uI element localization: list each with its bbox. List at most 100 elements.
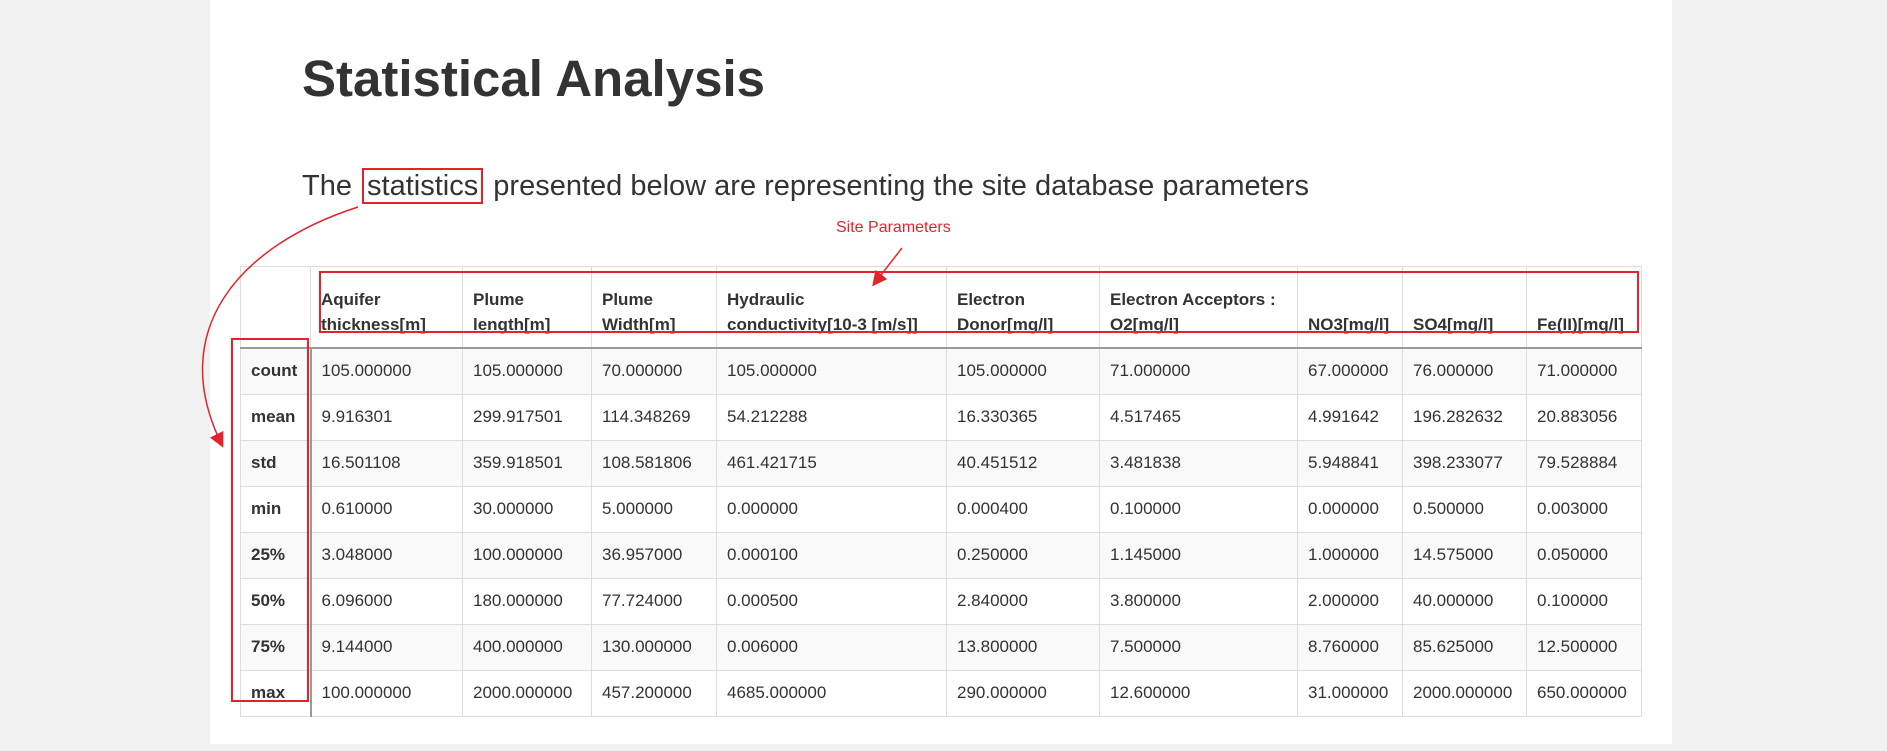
table-cell: 54.212288	[716, 393, 947, 441]
table-row: std 16.501108 359.918501 108.581806 461.4217…	[240, 439, 1642, 487]
table-row-label: 50%	[240, 577, 312, 625]
table-cell: 4.517465	[1099, 393, 1298, 441]
table-cell: 180.000000	[462, 577, 592, 625]
table-cell: 105.000000	[946, 347, 1100, 395]
table-cell: 0.003000	[1526, 485, 1642, 533]
table-header-cell: Plume length[m]	[462, 266, 592, 349]
table-cell: 6.096000	[310, 577, 463, 625]
table-cell: 2000.000000	[462, 669, 592, 717]
table-cell: 77.724000	[591, 577, 717, 625]
table-header-cell: Plume Width[m]	[591, 266, 717, 349]
table-cell: 0.000400	[946, 485, 1100, 533]
table-cell: 8.760000	[1297, 623, 1403, 671]
table-cell: 2000.000000	[1402, 669, 1527, 717]
table-cell: 114.348269	[591, 393, 717, 441]
intro-text: The statistics presented below are repre…	[302, 166, 1309, 206]
table-header-index	[240, 266, 311, 349]
table-header-cell: NO3[mg/l]	[1297, 266, 1403, 349]
table-cell: 457.200000	[591, 669, 717, 717]
table-cell: 299.917501	[462, 393, 592, 441]
table-row-label: 75%	[240, 623, 312, 671]
table-header-cell: Electron Donor[mg/l]	[946, 266, 1100, 349]
table-row: count 105.000000 105.000000 70.000000 105.00…	[240, 347, 1642, 395]
table-cell: 290.000000	[946, 669, 1100, 717]
table-cell: 0.000500	[716, 577, 947, 625]
table-header-row: Aquifer thickness[m] Plume length[m] Plume…	[240, 266, 1642, 349]
table-cell: 71.000000	[1526, 347, 1642, 395]
table-header-cell: SO4[mg/l]	[1402, 266, 1527, 349]
table-cell: 105.000000	[310, 347, 463, 395]
table-cell: 359.918501	[462, 439, 592, 487]
table-cell: 2.840000	[946, 577, 1100, 625]
table-header-cell: Hydraulic conductivity[10-3 [m/s]]	[716, 266, 947, 349]
table-cell: 3.481838	[1099, 439, 1298, 487]
table-header-cell: Aquifer thickness[m]	[310, 266, 463, 349]
table-cell: 71.000000	[1099, 347, 1298, 395]
table-cell: 196.282632	[1402, 393, 1527, 441]
table-cell: 12.600000	[1099, 669, 1298, 717]
table-cell: 16.501108	[310, 439, 463, 487]
table-cell: 105.000000	[716, 347, 947, 395]
table-cell: 650.000000	[1526, 669, 1642, 717]
table-row: 75% 9.144000 400.000000 130.000000 0.006000 1…	[240, 623, 1642, 671]
table-cell: 0.000000	[1297, 485, 1403, 533]
table-cell: 3.048000	[310, 531, 463, 579]
table-cell: 1.000000	[1297, 531, 1403, 579]
table-cell: 105.000000	[462, 347, 592, 395]
annotation-site-parameters-label: Site Parameters	[836, 219, 951, 236]
table-cell: 76.000000	[1402, 347, 1527, 395]
table-cell: 0.000100	[716, 531, 947, 579]
table-row-label: min	[240, 485, 312, 533]
page-title: Statistical Analysis	[302, 50, 765, 107]
table-cell: 130.000000	[591, 623, 717, 671]
table-cell: 7.500000	[1099, 623, 1298, 671]
table-cell: 70.000000	[591, 347, 717, 395]
table-cell: 100.000000	[310, 669, 463, 717]
table-cell: 5.948841	[1297, 439, 1403, 487]
table-cell: 36.957000	[591, 531, 717, 579]
table-cell: 100.000000	[462, 531, 592, 579]
table-cell: 461.421715	[716, 439, 947, 487]
table-cell: 85.625000	[1402, 623, 1527, 671]
table-cell: 14.575000	[1402, 531, 1527, 579]
intro-highlight-statistics: statistics	[362, 168, 484, 204]
table-row-label: max	[240, 669, 312, 717]
table-cell: 3.800000	[1099, 577, 1298, 625]
table-cell: 16.330365	[946, 393, 1100, 441]
table-header-cell: Fe(II)[mg/l]	[1526, 266, 1642, 349]
table-cell: 40.000000	[1402, 577, 1527, 625]
table-cell: 0.500000	[1402, 485, 1527, 533]
table-row-label: mean	[240, 393, 312, 441]
table-cell: 67.000000	[1297, 347, 1403, 395]
table-cell: 0.000000	[716, 485, 947, 533]
table-cell: 2.000000	[1297, 577, 1403, 625]
table-row-label: count	[240, 347, 312, 395]
table-cell: 4.991642	[1297, 393, 1403, 441]
table-cell: 1.145000	[1099, 531, 1298, 579]
table-cell: 79.528884	[1526, 439, 1642, 487]
table-cell: 5.000000	[591, 485, 717, 533]
table-cell: 0.100000	[1526, 577, 1642, 625]
table-row: 50% 6.096000 180.000000 77.724000 0.000500 2.…	[240, 577, 1642, 625]
table-row-label: std	[240, 439, 312, 487]
table-cell: 0.610000	[310, 485, 463, 533]
table-cell: 13.800000	[946, 623, 1100, 671]
table-row: 25% 3.048000 100.000000 36.957000 0.000100 0.…	[240, 531, 1642, 579]
table-header-cell: Electron Acceptors : O2[mg/l]	[1099, 266, 1298, 349]
table-cell: 9.916301	[310, 393, 463, 441]
table-row: max 100.000000 2000.000000 457.200000 4685.0…	[240, 669, 1642, 717]
table-row: mean 9.916301 299.917501 114.348269 54.21228…	[240, 393, 1642, 441]
table-row-label: 25%	[240, 531, 312, 579]
intro-after: presented below are representing the sit…	[493, 170, 1310, 202]
table-cell: 40.451512	[946, 439, 1100, 487]
table-cell: 30.000000	[462, 485, 592, 533]
table-cell: 0.006000	[716, 623, 947, 671]
table-cell: 108.581806	[591, 439, 717, 487]
table-cell: 20.883056	[1526, 393, 1642, 441]
intro-before: The	[302, 170, 352, 202]
table-cell: 9.144000	[310, 623, 463, 671]
table-row: min 0.610000 30.000000 5.000000 0.000000 0.00…	[240, 485, 1642, 533]
table-cell: 0.250000	[946, 531, 1100, 579]
table-cell: 0.100000	[1099, 485, 1298, 533]
table-cell: 31.000000	[1297, 669, 1403, 717]
